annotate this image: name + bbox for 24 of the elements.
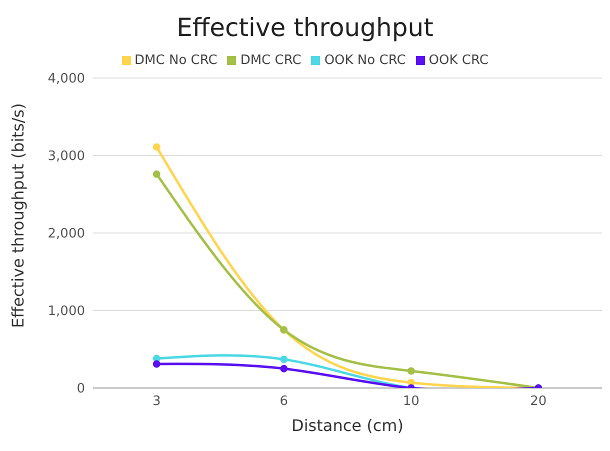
legend-label: OOK No CRC — [324, 53, 406, 68]
x-tick-label: 6 — [280, 394, 288, 410]
x-tick-label: 20 — [530, 394, 547, 410]
point — [152, 170, 160, 178]
y-tick-label: 4,000 — [48, 72, 85, 87]
legend-label: DMC No CRC — [134, 53, 218, 68]
x-tick-label: 10 — [402, 394, 420, 410]
y-tick-label: 0 — [76, 382, 85, 397]
point — [280, 364, 288, 372]
legend-label: OOK CRC — [428, 53, 488, 68]
chart-title: Effective throughput — [176, 12, 434, 44]
point — [152, 143, 160, 151]
x-tick-label: 3 — [152, 394, 161, 410]
y-tick-label: 2,000 — [48, 226, 85, 242]
point — [152, 360, 160, 368]
y-tick-label: 1,000 — [48, 304, 85, 320]
y-tick-label: 3,000 — [48, 149, 85, 164]
point — [280, 356, 288, 364]
point — [407, 378, 415, 386]
x-axis-title: Distance (cm) — [292, 416, 404, 435]
point — [407, 367, 415, 375]
y-axis-title: Effective throughput (bits/s) — [8, 103, 28, 328]
point — [152, 354, 160, 362]
legend-label: DMC CRC — [240, 53, 302, 68]
